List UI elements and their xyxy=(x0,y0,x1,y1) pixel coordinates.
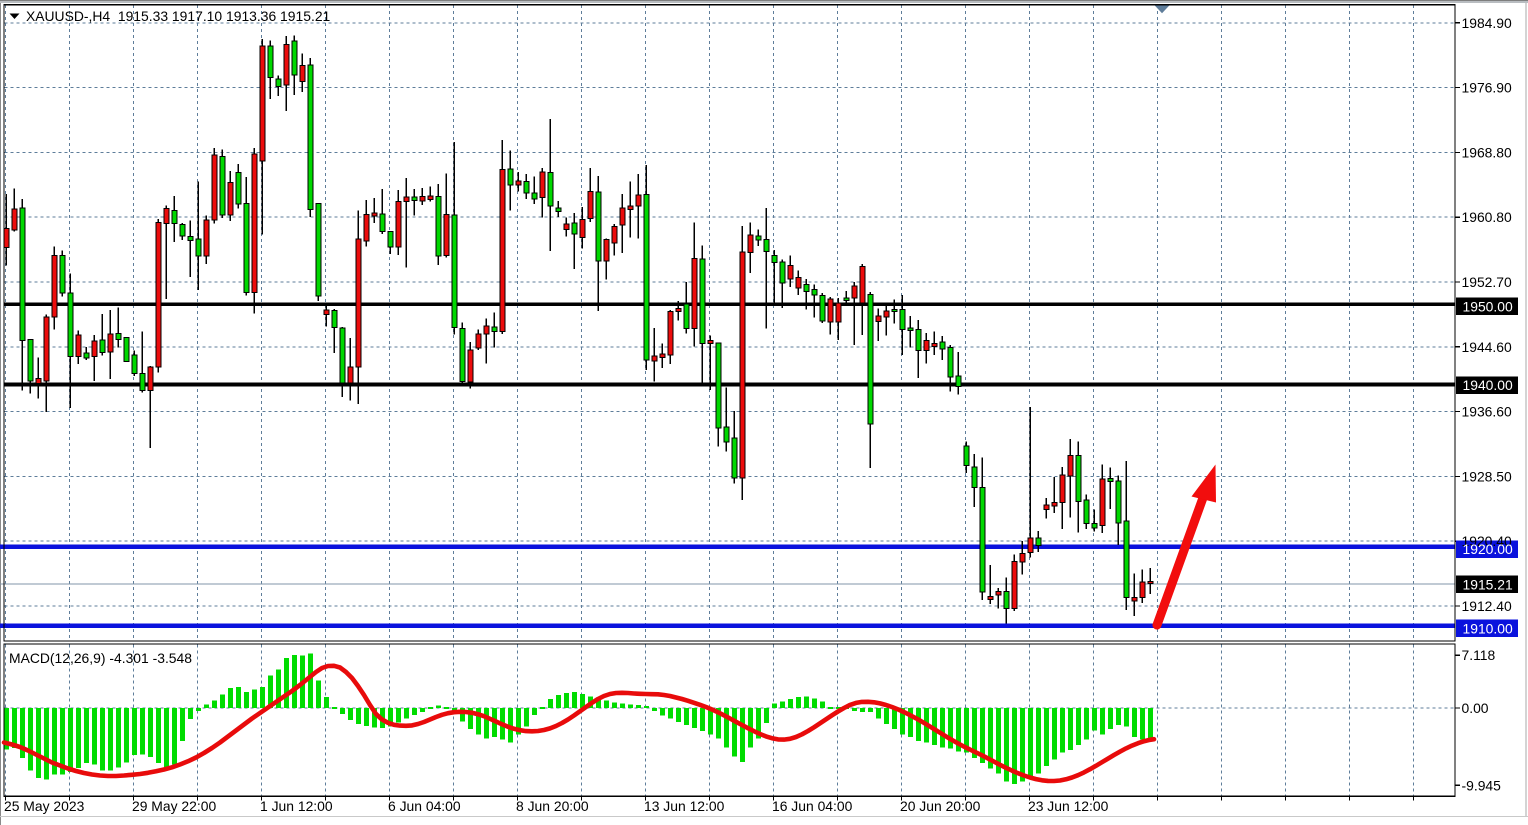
svg-text:1 Jun 12:00: 1 Jun 12:00 xyxy=(260,798,333,814)
svg-text:13 Jun 12:00: 13 Jun 12:00 xyxy=(644,798,725,814)
svg-text:1952.70: 1952.70 xyxy=(1462,274,1512,290)
svg-text:1984.90: 1984.90 xyxy=(1462,15,1512,31)
svg-text:6 Jun 04:00: 6 Jun 04:00 xyxy=(388,798,461,814)
svg-text:1915.21: 1915.21 xyxy=(1463,576,1513,592)
svg-text:XAUUSD-,H4 1915.33 1917.10 19: XAUUSD-,H4 1915.33 1917.10 1913.36 1915.… xyxy=(26,8,331,24)
svg-text:MACD(12,26,9) -4.301 -3.548: MACD(12,26,9) -4.301 -3.548 xyxy=(9,650,192,666)
svg-text:25 May 2023: 25 May 2023 xyxy=(4,798,85,814)
svg-text:0.00: 0.00 xyxy=(1462,700,1489,716)
svg-text:7.118: 7.118 xyxy=(1462,647,1496,663)
svg-text:1944.60: 1944.60 xyxy=(1462,339,1512,355)
svg-text:20 Jun 20:00: 20 Jun 20:00 xyxy=(900,798,981,814)
svg-text:1920.40: 1920.40 xyxy=(1462,533,1512,549)
svg-text:1910.00: 1910.00 xyxy=(1463,620,1513,636)
svg-text:-9.945: -9.945 xyxy=(1462,777,1502,793)
svg-text:16 Jun 04:00: 16 Jun 04:00 xyxy=(772,798,853,814)
svg-text:1968.80: 1968.80 xyxy=(1462,144,1512,160)
svg-text:1950.00: 1950.00 xyxy=(1463,298,1513,314)
svg-text:29 May 22:00: 29 May 22:00 xyxy=(132,798,216,814)
svg-text:1960.80: 1960.80 xyxy=(1462,209,1512,225)
svg-text:23 Jun 12:00: 23 Jun 12:00 xyxy=(1028,798,1109,814)
svg-text:8 Jun 20:00: 8 Jun 20:00 xyxy=(516,798,589,814)
svg-text:1928.50: 1928.50 xyxy=(1462,468,1512,484)
svg-text:1912.40: 1912.40 xyxy=(1462,598,1512,614)
svg-text:1920.00: 1920.00 xyxy=(1463,541,1513,557)
svg-text:1976.90: 1976.90 xyxy=(1462,80,1512,96)
svg-text:1936.60: 1936.60 xyxy=(1462,404,1512,420)
svg-text:1940.00: 1940.00 xyxy=(1463,377,1513,393)
